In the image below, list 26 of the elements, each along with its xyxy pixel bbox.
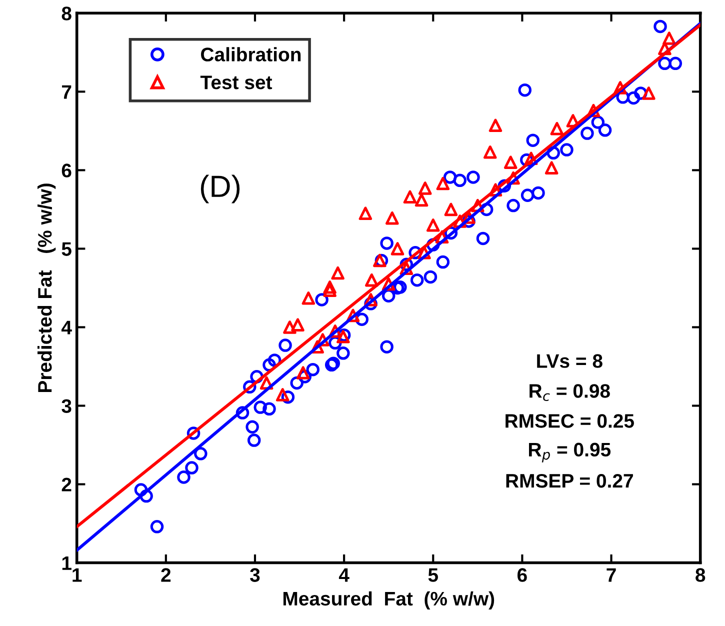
y-tick-label: 6 — [62, 164, 72, 178]
x-tick-label: 8 — [696, 568, 706, 582]
annotation: RMSEP = 0.27 — [506, 474, 633, 488]
y-axis-title: Predicted Fat (% w/w) — [37, 184, 56, 392]
x-tick-label: 7 — [606, 568, 616, 582]
x-tick-label: 4 — [338, 568, 350, 582]
y-tick-label: 7 — [62, 85, 72, 99]
annotation: RMSEC = 0.25 — [506, 414, 634, 428]
y-tick-label: 5 — [62, 242, 72, 256]
x-tick-label: 5 — [428, 568, 438, 582]
y-tick-label: 4 — [61, 320, 72, 334]
y-tick-label: 1 — [62, 556, 72, 570]
y-tick-label: 8 — [62, 6, 72, 20]
annotation: LVs = 8 — [537, 354, 602, 368]
x-tick-label: 2 — [161, 568, 171, 582]
y-tick-label: 3 — [62, 399, 72, 413]
annotation: R$_{c}$ = 0.98 — [530, 384, 610, 402]
x-tick-label: 1 — [72, 568, 82, 582]
y-tick-label: 2 — [62, 478, 72, 492]
x-tick-label: 3 — [250, 568, 260, 582]
x-axis-title: Measured Fat (% w/w) — [283, 591, 494, 610]
x-tick-label: 6 — [518, 568, 527, 582]
legend-label: Test set — [200, 76, 272, 90]
annotation: R$_{p}$ = 0.95 — [529, 442, 611, 462]
annotation: (D) — [200, 174, 240, 204]
legend-label: Calibration — [201, 47, 301, 62]
